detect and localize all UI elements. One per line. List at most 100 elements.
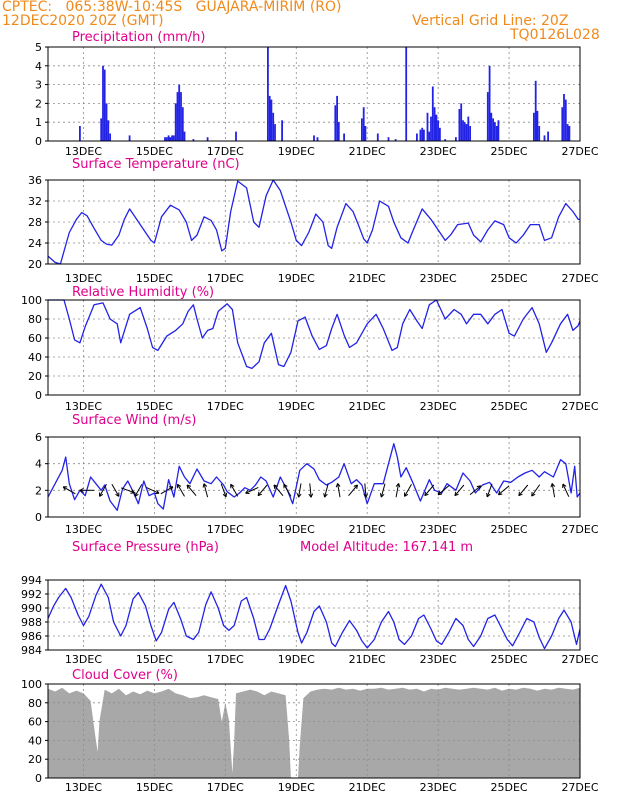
x-tick-label: 13DEC: [65, 653, 102, 666]
x-tick-label: 17DEC: [207, 400, 244, 413]
wind-arrow: [99, 484, 107, 497]
precipitation-bar: [281, 120, 283, 141]
y-tick-label: 2: [35, 484, 42, 497]
precipitation-bar: [164, 137, 166, 141]
x-tick-label: 23DEC: [420, 523, 457, 536]
wind-arrow-shaft: [245, 486, 259, 494]
wind-arrow: [186, 484, 197, 497]
forecast-date: 12DEC2020 20Z (GMT): [2, 13, 164, 29]
wind-arrow-shaft: [298, 483, 302, 498]
wind-arrow-shaft: [177, 484, 185, 497]
precipitation-bar: [536, 110, 539, 141]
wind-arrow-shaft: [562, 483, 570, 497]
wind-arrow-shaft: [324, 483, 329, 498]
wind-arrow: [379, 483, 386, 498]
x-tick-label: 25DEC: [491, 781, 528, 794]
x-tick-label: 21DEC: [349, 145, 386, 158]
precipitation-bar: [428, 131, 431, 141]
wind-arrow-head: [79, 487, 84, 491]
x-tick-label: 27DEC: [561, 653, 598, 666]
wind-arrow-shaft: [551, 483, 556, 498]
x-tick-label: 23DEC: [420, 653, 457, 666]
y-tick-label: 80: [28, 697, 42, 710]
precipitation-bar: [387, 137, 390, 141]
wind-arrow-head: [324, 493, 328, 498]
precipitation-bar: [107, 120, 110, 141]
wind-arrow-head: [323, 493, 326, 498]
precipitation-bar: [100, 118, 103, 141]
panel-frame: [47, 299, 581, 396]
x-tick-label: 19DEC: [278, 145, 315, 158]
wind-arrow: [518, 484, 529, 497]
y-tick-label: 2: [35, 97, 42, 110]
precipitation-bar: [337, 122, 340, 141]
wind-arrow-shaft: [469, 485, 482, 496]
precipitation-bar: [174, 103, 177, 141]
wind-arrow-head: [497, 490, 501, 495]
wind-arrow-head: [424, 493, 429, 497]
wind-arrow-head: [454, 493, 459, 497]
wind-arrow-head: [134, 493, 139, 497]
wind-arrow-head: [353, 484, 358, 487]
wind-arrow-shaft: [454, 484, 465, 497]
wind-arrow-head: [454, 491, 457, 496]
y-tick-label: 20: [28, 370, 42, 383]
wind-arrow-head: [225, 492, 228, 497]
wind-arrow-head: [365, 493, 369, 498]
x-tick-label: 25DEC: [491, 145, 528, 158]
precipitation-bar: [563, 94, 565, 141]
panel-title: Surface Temperature (nC): [72, 157, 240, 172]
wind-arrow: [404, 484, 412, 497]
precipitation-bar: [488, 65, 491, 141]
precipitation-bar: [543, 135, 546, 141]
wind-arrow-head: [476, 485, 481, 488]
x-tick-label: 27DEC: [561, 400, 598, 413]
model-code: TQ0126L028: [510, 27, 600, 43]
precipitation-bar: [405, 47, 408, 141]
wind-arrow-shaft: [437, 485, 450, 496]
x-tick-label: 27DEC: [561, 781, 598, 794]
precipitation-bar: [437, 120, 439, 141]
wind-arrow: [531, 484, 541, 497]
x-tick-label: 13DEC: [65, 145, 102, 158]
wind-arrow-head: [156, 489, 160, 494]
y-tick-label: 24: [28, 237, 42, 250]
y-tick-label: 988: [21, 616, 42, 629]
precipitation-bar: [364, 126, 367, 141]
wind-arrow-head: [79, 489, 84, 493]
wind-arrow-shaft: [364, 483, 367, 498]
wind-arrow-head: [486, 493, 491, 498]
wind-arrow: [395, 483, 401, 498]
panel-2: 20 24 28 32 36 13DEC 15DEC 17DEC 19DEC 21DEC 23DEC…: [28, 157, 599, 285]
precipitation-bar: [538, 126, 541, 141]
wind-arrow: [273, 484, 284, 497]
wind-arrow-shaft: [257, 484, 268, 497]
wind-arrow-head: [562, 483, 567, 487]
x-tick-label: 19DEC: [278, 272, 315, 285]
wind-arrow-shaft: [186, 484, 197, 497]
wind-arrow-head: [335, 483, 339, 488]
precipitation-bar: [430, 116, 432, 141]
wind-arrow-head: [273, 484, 278, 487]
wind-arrow-head: [99, 493, 104, 497]
y-tick-label: 60: [28, 332, 42, 345]
cloud-cover-area: [48, 687, 580, 778]
wind-arrow-shaft: [273, 484, 284, 497]
precipitation-bar: [561, 107, 564, 141]
wind-arrow-head: [115, 493, 120, 497]
precipitation-bar: [455, 137, 457, 141]
precipitation-bar: [376, 133, 379, 141]
wind-arrow-shaft: [337, 483, 341, 498]
wind-arrow-head: [131, 489, 135, 494]
wind-arrow-head: [62, 486, 66, 491]
panel-frame: [47, 436, 581, 518]
x-tick-label: 21DEC: [349, 523, 386, 536]
precipitation-bar: [421, 127, 424, 141]
precipitation-bar: [547, 131, 549, 141]
precipitation-bar: [183, 131, 186, 141]
wind-arrow-head: [531, 493, 536, 497]
precipitation-bar: [176, 92, 179, 141]
y-tick-label: 990: [21, 602, 42, 615]
